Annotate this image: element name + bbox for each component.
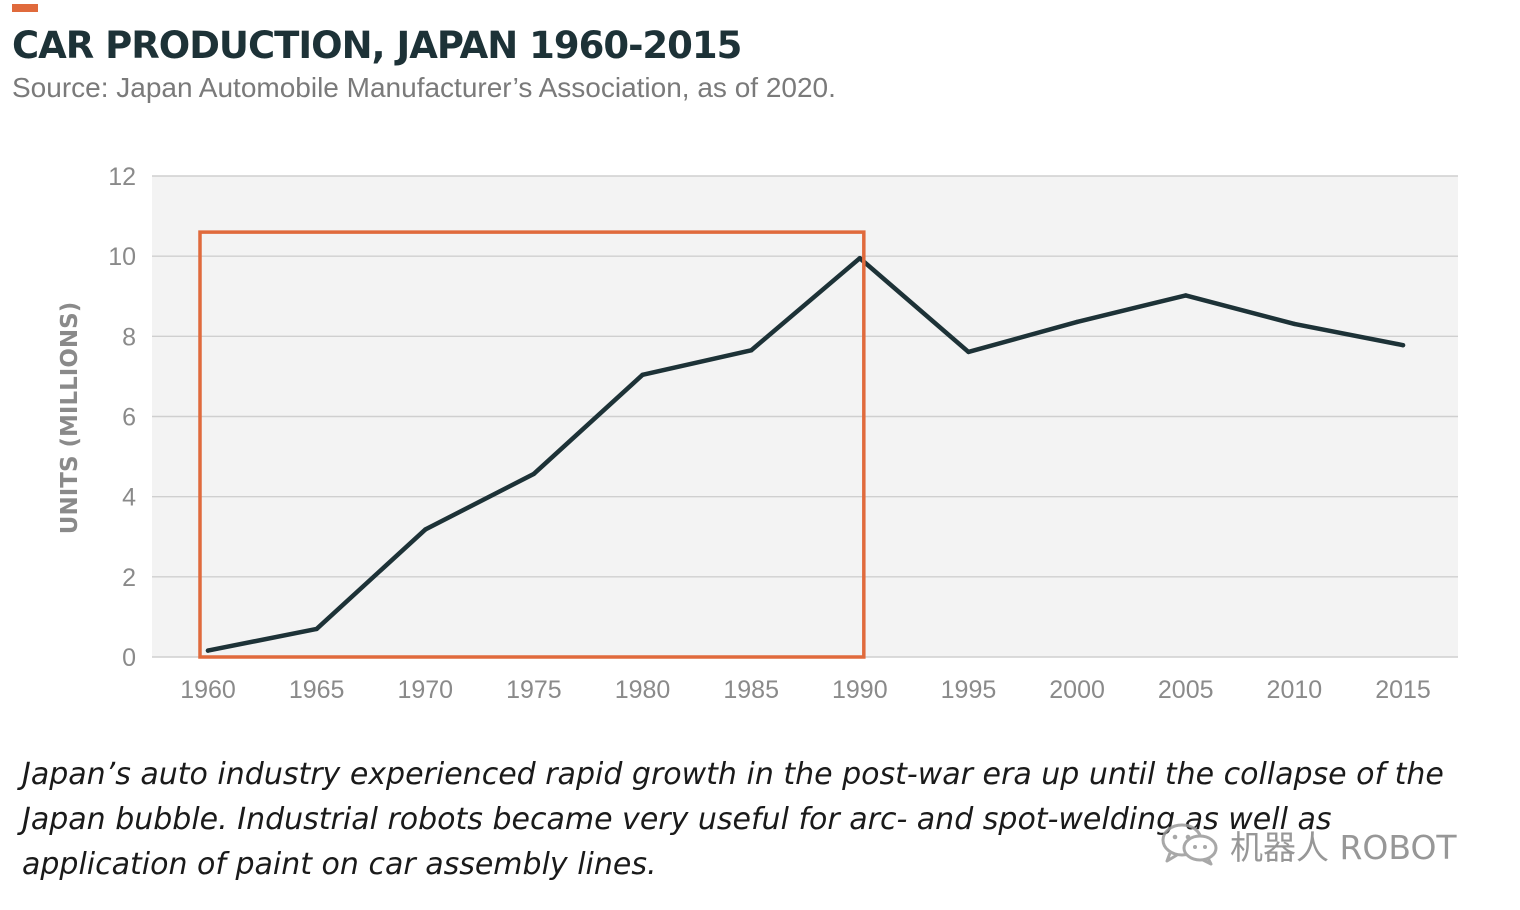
chart-source: Source: Japan Automobile Manufacturer’s … [12,72,836,103]
x-axis-ticks: 1960 1965 1970 1975 1980 1985 1990 1995 2000 2005… [180,676,1431,704]
x-tick-label: 1990 [832,676,888,704]
x-tick-label: 1960 [180,676,236,704]
y-axis-ticks: 0 2 4 6 8 10 12 [108,163,136,672]
data-point [314,626,319,632]
series-layer [205,255,1406,653]
x-tick-label: 2005 [1158,676,1214,704]
watermark: 机器人 ROBOT [1158,820,1457,870]
y-tick-label: 4 [122,484,136,512]
data-point [748,348,754,353]
data-point [1400,342,1406,348]
x-tick-label: 1995 [941,676,997,704]
data-point [423,527,428,532]
y-axis-label: UNITS (MILLIONS) [57,302,83,534]
title-accent-bar [12,4,38,12]
chart-caption: Japan’s auto industry experienced rapid … [22,757,1444,882]
x-tick-label: 2000 [1049,676,1105,704]
y-tick-label: 6 [122,404,136,432]
y-tick-label: 10 [108,243,136,271]
data-point [857,255,863,261]
wechat-icon [1158,820,1222,871]
x-tick-label: 2010 [1267,676,1323,704]
series-line-0 [205,255,1406,653]
x-tick-label: 1980 [615,676,671,704]
y-tick-label: 8 [122,323,136,351]
y-tick-label: 0 [122,644,136,672]
data-point [205,648,211,653]
highlight-box-1960-1990 [198,230,866,659]
x-tick-label: 1970 [397,676,453,704]
data-point [640,372,645,378]
chart-title: CAR PRODUCTION, JAPAN 1960-2015 [12,24,742,67]
data-point [1074,319,1080,325]
data-point [1183,293,1188,298]
data-point [966,349,971,355]
data-point [1292,321,1297,327]
y-tick-label: 12 [108,163,136,191]
x-tick-label: 1985 [723,676,779,704]
x-tick-label: 1965 [289,676,345,704]
data-point [531,471,537,477]
x-tick-label: 1975 [506,676,562,704]
watermark-text: 机器人 ROBOT [1230,828,1457,867]
x-tick-label: 2015 [1375,676,1431,704]
y-tick-label: 2 [122,564,136,592]
